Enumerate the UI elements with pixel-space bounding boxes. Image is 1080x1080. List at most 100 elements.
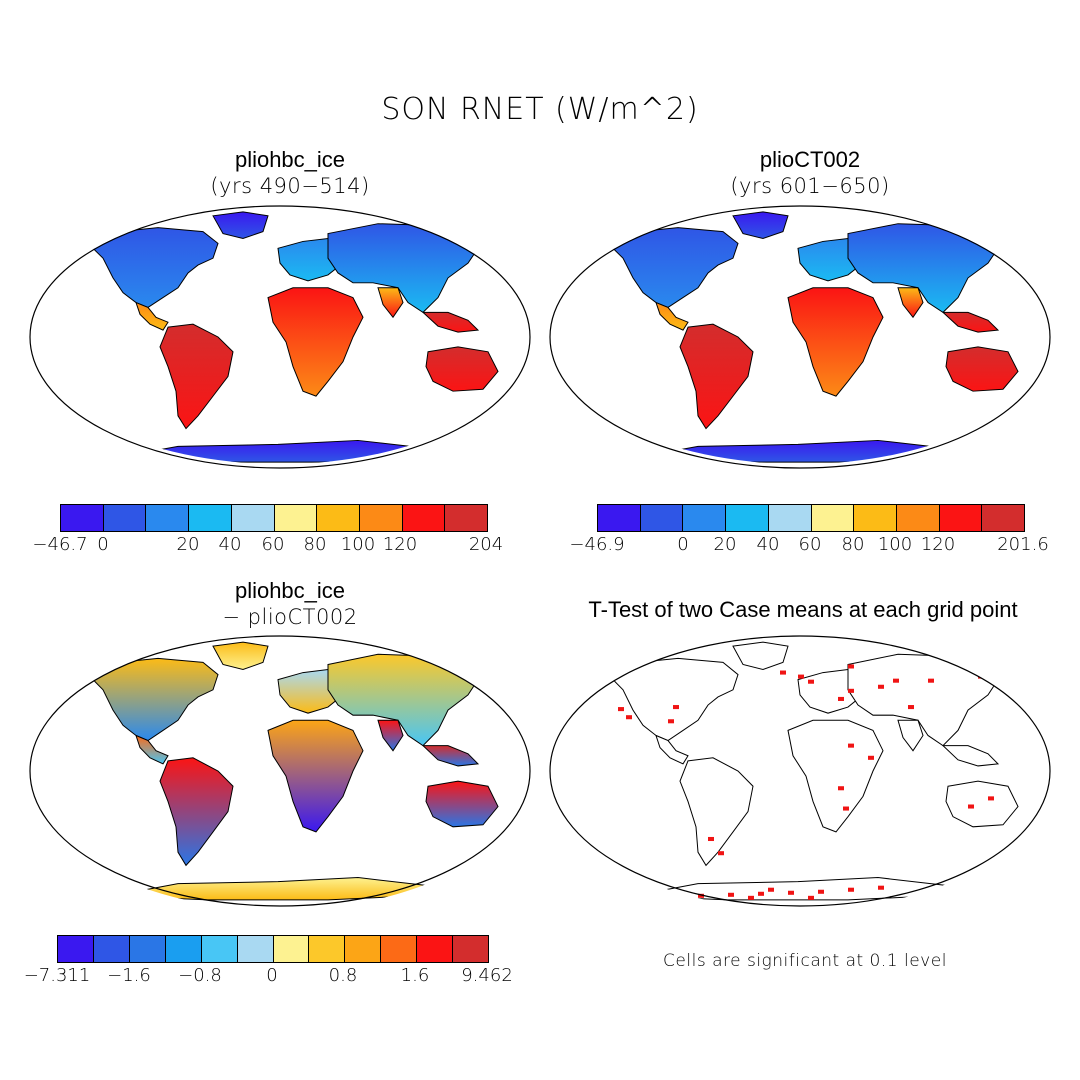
colorbar-swatch [274, 505, 318, 531]
significant-cell [673, 705, 679, 710]
colorbar-tick-label: −46.9 [569, 534, 625, 555]
continent-centralAmerica [655, 301, 689, 331]
colorbar-tr [597, 504, 1025, 532]
colorbar-swatch [61, 505, 104, 531]
continent-southAmerica [159, 323, 234, 430]
colorbar-swatch [726, 505, 769, 531]
panel-br-title: T-Test of two Case means at each grid po… [588, 597, 1018, 622]
colorbar-tick-label: 0 [97, 534, 109, 555]
colorbar-swatch [165, 936, 202, 962]
colorbar-swatch [273, 936, 310, 962]
panel-tl-subtitle: (yrs 490−514) [210, 174, 370, 198]
colorbar-tick-label: 20 [176, 534, 200, 555]
colorbar-tick-label: 40 [218, 534, 242, 555]
continent-australia [945, 780, 1019, 828]
significant-cell [843, 806, 849, 811]
continent-india [377, 287, 404, 319]
continent-antarctica [112, 439, 459, 463]
continent-centralAmerica [135, 734, 169, 765]
colorbar-tick-label: 204 [468, 534, 504, 555]
continent-centralAmerica [135, 301, 169, 331]
significant-cell [968, 804, 974, 809]
continent-greenland [732, 211, 789, 239]
continent-northAmerica [601, 657, 739, 742]
continent-seAsia [421, 745, 480, 767]
continent-africa [787, 287, 884, 397]
continent-northAmerica [81, 657, 219, 742]
significant-cell [878, 885, 884, 890]
significant-cell [698, 893, 704, 898]
significant-cell [988, 796, 994, 801]
colorbar-swatch [309, 936, 346, 962]
colorbar-tick-label: 100 [877, 534, 913, 555]
colorbar-tick-label: 0 [266, 965, 278, 986]
colorbar-swatch [982, 505, 1025, 531]
continent-australia [945, 346, 1019, 392]
significant-cell [728, 892, 734, 897]
significant-cell [808, 895, 814, 900]
significant-cell [893, 678, 899, 683]
colorbar-tick-label: 100 [340, 534, 376, 555]
continent-southAmerica [159, 757, 234, 867]
colorbar-swatch [939, 505, 983, 531]
continent-africa [787, 719, 884, 833]
panel-bl-title: pliohbc_ice [234, 578, 346, 603]
map-frame [29, 205, 531, 469]
continent-greenland [212, 211, 269, 239]
continent-india [897, 719, 924, 752]
colorbar-tick-label: −1.6 [107, 965, 151, 986]
colorbar-swatch [683, 505, 727, 531]
colorbar-swatch [359, 505, 403, 531]
map-frame [549, 635, 1051, 907]
colorbar-swatch [189, 505, 232, 531]
colorbar-swatch [811, 505, 855, 531]
significant-cell [618, 707, 624, 712]
significant-cell [838, 696, 844, 701]
colorbar-swatch [768, 505, 812, 531]
significant-cell [798, 674, 804, 679]
continent-greenland [732, 641, 789, 671]
colorbar-tick-label: 0 [677, 534, 689, 555]
colorbar-swatch [640, 505, 684, 531]
map-frame [549, 205, 1051, 469]
colorbar-tick-label: 20 [713, 534, 737, 555]
colorbar-swatch [93, 936, 130, 962]
colorbar-tick-label: 60 [261, 534, 285, 555]
continent-northAmerica [81, 227, 219, 309]
significant-cell [848, 664, 854, 669]
colorbar-tl-ticks: −46.7 0 20 40 60 80 100 120 204 [0, 534, 540, 558]
significant-cell [848, 887, 854, 892]
continent-india [377, 719, 404, 752]
significant-cell [838, 786, 844, 791]
colorbar-swatch [146, 505, 190, 531]
continent-africa [267, 719, 364, 833]
colorbar-tick-label: −46.7 [32, 534, 88, 555]
colorbar-tick-label: 40 [756, 534, 780, 555]
significant-cell [668, 895, 674, 900]
continent-seAsia [941, 745, 1000, 767]
colorbar-swatch [237, 936, 274, 962]
colorbar-swatch [345, 936, 382, 962]
colorbar-swatch [854, 505, 897, 531]
panel-tr-title: plioCT002 [759, 147, 861, 172]
colorbar-swatch [417, 936, 454, 962]
continent-southAmerica [679, 757, 754, 867]
significant-cell [878, 684, 884, 689]
significant-cell [818, 889, 824, 894]
continent-australia [425, 346, 499, 392]
colorbar-tl [60, 504, 488, 532]
map-tr [549, 205, 1051, 469]
significant-cell [748, 895, 754, 900]
colorbar-swatch [402, 505, 446, 531]
colorbar-tick-label: 80 [841, 534, 865, 555]
map-tl [29, 205, 531, 469]
colorbar-bl-ticks: −7.311 −1.6 −0.8 0 0.8 1.6 9.462 [0, 965, 540, 989]
colorbar-tr-ticks: −46.9 0 20 40 60 80 100 120 201.6 [0, 534, 1080, 558]
panel-tl-title: pliohbc_ice [234, 147, 346, 172]
colorbar-swatch [129, 936, 166, 962]
colorbar-swatch [381, 936, 418, 962]
colorbar-tick-label: 120 [920, 534, 956, 555]
colorbar-tick-label: 0.8 [328, 965, 358, 986]
map-frame [29, 635, 531, 907]
significant-cell [788, 890, 794, 895]
